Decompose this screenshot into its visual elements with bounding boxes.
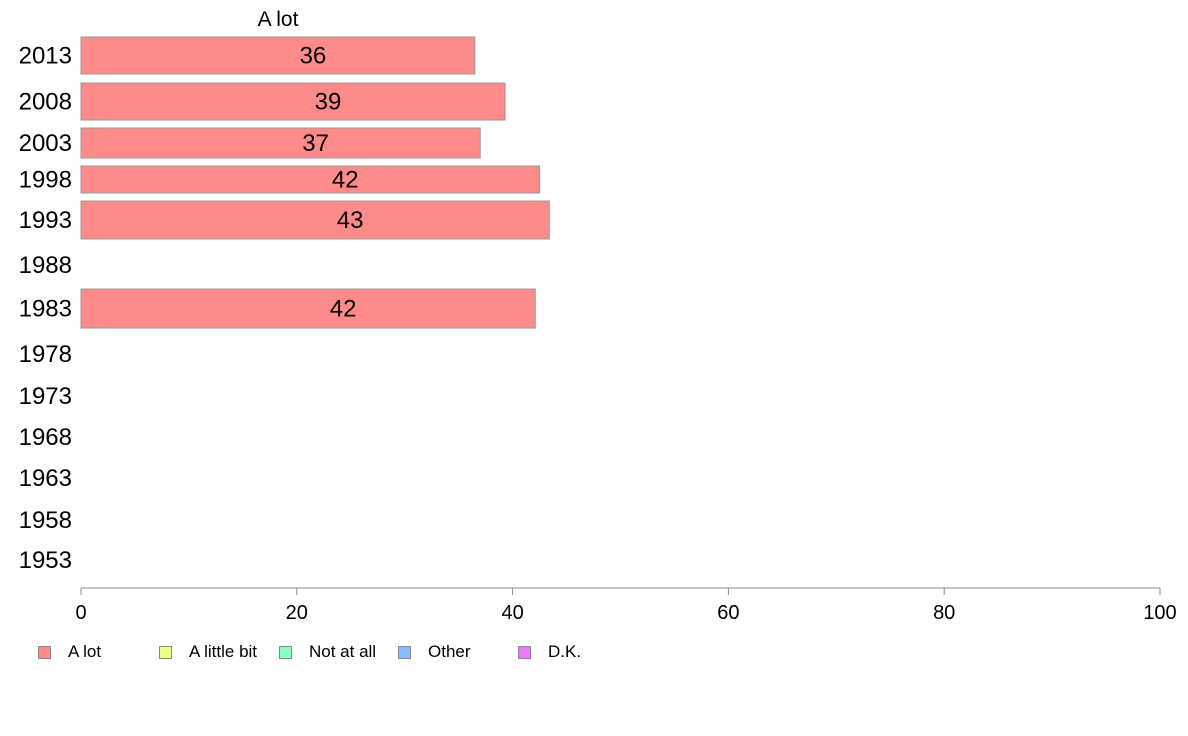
x-axis: 0 20 40 60 80 100 bbox=[75, 587, 1177, 624]
x-tick-label-20: 20 bbox=[286, 602, 308, 624]
legend-label: D.K. bbox=[548, 642, 582, 661]
chart-title: A lot bbox=[258, 8, 299, 31]
y-tick-label-1973: 1973 bbox=[19, 383, 72, 410]
data-label-2008: 39 bbox=[315, 89, 342, 116]
y-tick-label-1983: 1983 bbox=[19, 296, 72, 323]
bar-2008 bbox=[80, 82, 506, 121]
legend-label: A lot bbox=[68, 642, 102, 661]
bar-2013 bbox=[80, 36, 476, 75]
x-tick-label-0: 0 bbox=[75, 602, 86, 624]
bar-1993 bbox=[80, 200, 550, 240]
bar-1983 bbox=[80, 288, 536, 329]
y-tick-label-1958: 1958 bbox=[19, 507, 72, 534]
y-tick-label-1953: 1953 bbox=[19, 547, 72, 574]
legend-item: Other bbox=[398, 641, 471, 663]
y-tick-label-2003: 2003 bbox=[19, 130, 72, 157]
y-tick-label-2008: 2008 bbox=[19, 89, 72, 116]
data-label-1998: 42 bbox=[332, 167, 359, 194]
x-tick-label-80: 80 bbox=[933, 602, 955, 624]
legend: A lot A little bit Not at all Other D.K. bbox=[38, 641, 738, 663]
data-label-2003: 37 bbox=[302, 130, 329, 157]
y-tick-label-1998: 1998 bbox=[19, 167, 72, 194]
legend-swatch bbox=[279, 645, 292, 659]
y-tick-label-1988: 1988 bbox=[19, 252, 72, 279]
legend-swatch bbox=[159, 645, 172, 659]
legend-item: A little bit bbox=[159, 641, 257, 663]
legend-item: A lot bbox=[38, 641, 101, 663]
legend-item: D.K. bbox=[518, 641, 581, 663]
x-tick-label-60: 60 bbox=[717, 602, 739, 624]
legend-item: Not at all bbox=[279, 641, 376, 663]
data-label-1993: 43 bbox=[337, 207, 364, 234]
legend-label: Other bbox=[428, 642, 471, 661]
legend-swatch bbox=[398, 645, 411, 659]
chart-rows: 2013 36 2008 39 2003 37 1998 42 1993 43 1988 1983 42… bbox=[19, 36, 550, 574]
legend-label: Not at all bbox=[309, 642, 377, 661]
y-tick-label-1978: 1978 bbox=[19, 341, 72, 368]
x-tick-label-40: 40 bbox=[501, 602, 523, 624]
data-label-2013: 36 bbox=[300, 43, 327, 70]
legend-label: A little bit bbox=[189, 642, 258, 661]
x-tick-label-100: 100 bbox=[1143, 602, 1176, 624]
legend-swatch bbox=[38, 645, 51, 659]
bar-1998 bbox=[80, 165, 541, 194]
legend-swatch bbox=[518, 645, 531, 659]
data-label-1983: 42 bbox=[330, 296, 357, 323]
y-tick-label-1993: 1993 bbox=[19, 207, 72, 234]
y-tick-label-2013: 2013 bbox=[19, 43, 72, 70]
y-tick-label-1968: 1968 bbox=[19, 424, 72, 451]
y-tick-label-1963: 1963 bbox=[19, 465, 72, 492]
bar-2003 bbox=[80, 127, 481, 159]
